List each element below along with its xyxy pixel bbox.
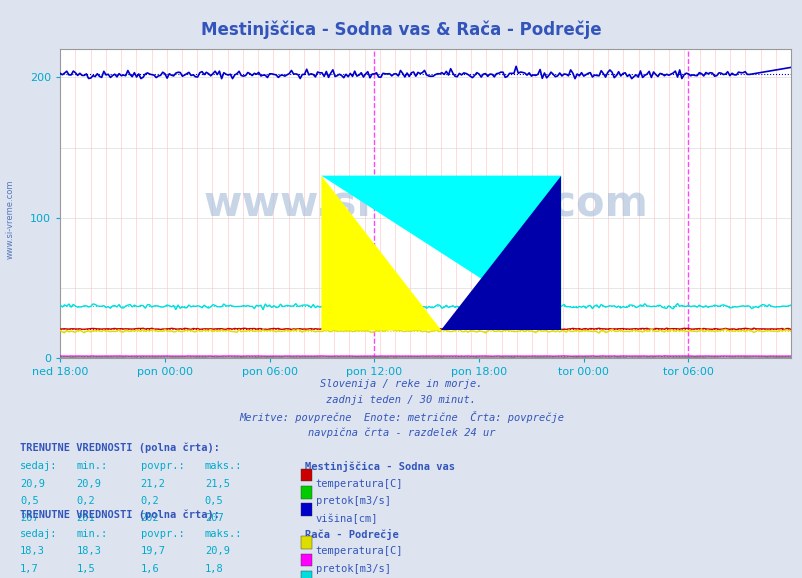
Text: 207: 207	[205, 513, 223, 523]
Text: temperatura[C]: temperatura[C]	[315, 479, 403, 488]
Polygon shape	[321, 176, 441, 330]
Text: 20,9: 20,9	[76, 479, 101, 488]
Text: 0,2: 0,2	[140, 496, 159, 506]
Text: maks.:: maks.:	[205, 461, 242, 471]
Text: 18,3: 18,3	[76, 546, 101, 556]
Text: višina[cm]: višina[cm]	[315, 513, 378, 524]
Text: Meritve: povprečne  Enote: metrične  Črta: povprečje: Meritve: povprečne Enote: metrične Črta:…	[239, 411, 563, 423]
Text: www.si-vreme.com: www.si-vreme.com	[6, 180, 15, 260]
Text: www.si-vreme.com: www.si-vreme.com	[203, 183, 647, 225]
Text: zadnji teden / 30 minut.: zadnji teden / 30 minut.	[326, 395, 476, 405]
Text: sedaj:: sedaj:	[20, 529, 58, 539]
Text: TRENUTNE VREDNOSTI (polna črta):: TRENUTNE VREDNOSTI (polna črta):	[20, 510, 220, 520]
Text: 1,8: 1,8	[205, 564, 223, 573]
Text: pretok[m3/s]: pretok[m3/s]	[315, 496, 390, 506]
Text: pretok[m3/s]: pretok[m3/s]	[315, 564, 390, 573]
Polygon shape	[321, 176, 561, 330]
Text: Slovenija / reke in morje.: Slovenija / reke in morje.	[320, 379, 482, 388]
Text: 0,5: 0,5	[20, 496, 38, 506]
Text: Rača - Podrečje: Rača - Podrečje	[305, 529, 399, 540]
Text: min.:: min.:	[76, 529, 107, 539]
Text: temperatura[C]: temperatura[C]	[315, 546, 403, 556]
Text: navpična črta - razdelek 24 ur: navpična črta - razdelek 24 ur	[307, 427, 495, 438]
Text: 19,7: 19,7	[140, 546, 165, 556]
Text: povpr.:: povpr.:	[140, 461, 184, 471]
Text: TRENUTNE VREDNOSTI (polna črta):: TRENUTNE VREDNOSTI (polna črta):	[20, 442, 220, 453]
Text: 1,5: 1,5	[76, 564, 95, 573]
Text: 18,3: 18,3	[20, 546, 45, 556]
Polygon shape	[441, 176, 561, 330]
Text: sedaj:: sedaj:	[20, 461, 58, 471]
Text: 0,5: 0,5	[205, 496, 223, 506]
Text: 20,9: 20,9	[20, 479, 45, 488]
Text: 1,6: 1,6	[140, 564, 159, 573]
Text: povpr.:: povpr.:	[140, 529, 184, 539]
Text: 20,9: 20,9	[205, 546, 229, 556]
Text: 1,7: 1,7	[20, 564, 38, 573]
Text: 201: 201	[76, 513, 95, 523]
Text: 21,5: 21,5	[205, 479, 229, 488]
Text: 21,2: 21,2	[140, 479, 165, 488]
Text: 207: 207	[20, 513, 38, 523]
Text: maks.:: maks.:	[205, 529, 242, 539]
Text: Mestinjščica - Sodna vas: Mestinjščica - Sodna vas	[305, 461, 455, 472]
Text: Mestinjščica - Sodna vas & Rača - Podrečje: Mestinjščica - Sodna vas & Rača - Podreč…	[201, 20, 601, 39]
Text: 202: 202	[140, 513, 159, 523]
Text: min.:: min.:	[76, 461, 107, 471]
Text: 0,2: 0,2	[76, 496, 95, 506]
